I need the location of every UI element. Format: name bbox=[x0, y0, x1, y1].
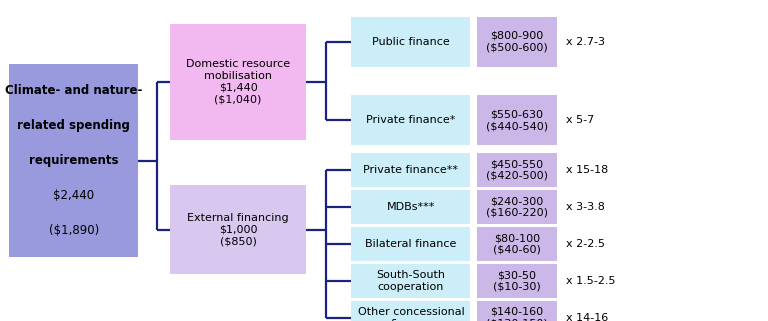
Text: Public finance: Public finance bbox=[372, 37, 450, 47]
Text: Bilateral finance: Bilateral finance bbox=[366, 239, 456, 249]
Text: $80-100
($40-60): $80-100 ($40-60) bbox=[493, 233, 541, 255]
Text: $140-160
($130-150): $140-160 ($130-150) bbox=[486, 307, 548, 321]
FancyBboxPatch shape bbox=[352, 264, 470, 298]
Text: x 1.5-2.5: x 1.5-2.5 bbox=[567, 276, 616, 286]
Text: External financing
$1,000
($850): External financing $1,000 ($850) bbox=[187, 213, 289, 246]
Text: Domestic resource
mobilisation
$1,440
($1,040): Domestic resource mobilisation $1,440 ($… bbox=[186, 59, 290, 104]
Text: x 14-16: x 14-16 bbox=[567, 313, 609, 321]
Text: Private finance*: Private finance* bbox=[366, 115, 455, 126]
FancyBboxPatch shape bbox=[352, 96, 470, 145]
FancyBboxPatch shape bbox=[9, 64, 138, 257]
Text: $2,440: $2,440 bbox=[53, 189, 94, 202]
Text: Private finance**: Private finance** bbox=[363, 165, 458, 175]
FancyBboxPatch shape bbox=[476, 301, 557, 321]
Text: x 3-3.8: x 3-3.8 bbox=[567, 202, 605, 212]
FancyBboxPatch shape bbox=[170, 185, 306, 274]
FancyBboxPatch shape bbox=[352, 190, 470, 224]
Text: x 2.7-3: x 2.7-3 bbox=[567, 37, 605, 47]
Text: $240-300
($160-220): $240-300 ($160-220) bbox=[486, 196, 548, 218]
FancyBboxPatch shape bbox=[476, 153, 557, 187]
FancyBboxPatch shape bbox=[476, 227, 557, 261]
Text: requirements: requirements bbox=[29, 154, 118, 167]
FancyBboxPatch shape bbox=[476, 17, 557, 67]
Text: Other concessional
finance: Other concessional finance bbox=[358, 307, 464, 321]
FancyBboxPatch shape bbox=[476, 264, 557, 298]
Text: Climate- and nature-: Climate- and nature- bbox=[5, 84, 142, 97]
Text: $550-630
($440-540): $550-630 ($440-540) bbox=[486, 109, 548, 131]
Text: x 2-2.5: x 2-2.5 bbox=[567, 239, 605, 249]
Text: $450-550
($420-500): $450-550 ($420-500) bbox=[486, 159, 548, 181]
FancyBboxPatch shape bbox=[476, 190, 557, 224]
Text: South-South
cooperation: South-South cooperation bbox=[376, 270, 445, 292]
FancyBboxPatch shape bbox=[170, 24, 306, 140]
Text: ($1,890): ($1,890) bbox=[48, 224, 99, 237]
Text: $30-50
($10-30): $30-50 ($10-30) bbox=[493, 270, 541, 292]
FancyBboxPatch shape bbox=[352, 227, 470, 261]
Text: x 15-18: x 15-18 bbox=[567, 165, 609, 175]
FancyBboxPatch shape bbox=[476, 96, 557, 145]
Text: $800-900
($500-600): $800-900 ($500-600) bbox=[486, 31, 548, 53]
FancyBboxPatch shape bbox=[352, 153, 470, 187]
Text: x 5-7: x 5-7 bbox=[567, 115, 594, 126]
FancyBboxPatch shape bbox=[352, 17, 470, 67]
FancyBboxPatch shape bbox=[352, 301, 470, 321]
Text: related spending: related spending bbox=[18, 119, 130, 132]
Text: MDBs***: MDBs*** bbox=[387, 202, 435, 212]
